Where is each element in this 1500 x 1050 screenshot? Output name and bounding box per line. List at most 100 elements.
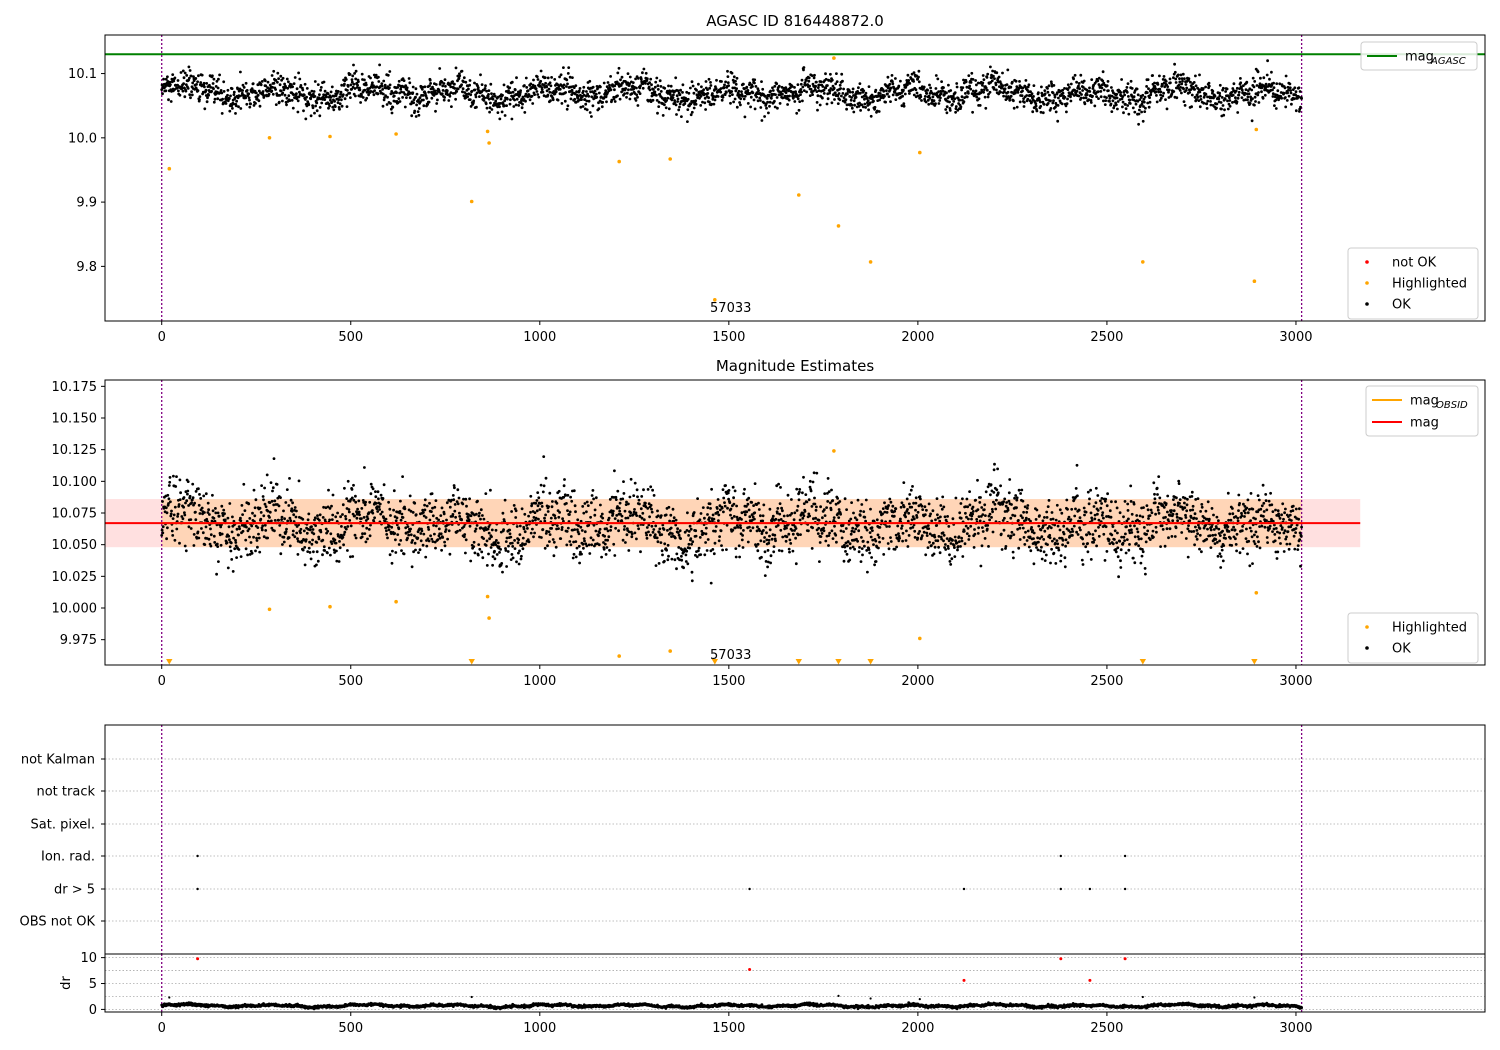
ok-point [207, 508, 211, 512]
ok-point [725, 523, 729, 527]
ok-point [414, 548, 417, 552]
ok-point [356, 507, 359, 511]
ok-point [653, 90, 657, 94]
ok-point [600, 512, 604, 516]
ok-point [343, 486, 346, 490]
ok-point [858, 91, 862, 95]
ok-point [498, 105, 501, 109]
ok-point [812, 76, 816, 80]
ok-point [761, 514, 765, 518]
ok-point [965, 95, 969, 99]
ok-point [1180, 91, 1183, 95]
ok-point [212, 534, 216, 538]
ok-point [507, 89, 510, 93]
ok-point [728, 501, 732, 504]
ok-point [1072, 77, 1075, 81]
ok-point [524, 99, 527, 103]
ok-point [491, 563, 494, 567]
ok-point [307, 546, 311, 550]
ok-point [1096, 90, 1100, 94]
ok-point [1034, 104, 1038, 108]
ok-point [531, 519, 535, 523]
ok-point [369, 523, 372, 527]
ok-point [621, 538, 625, 542]
ok-point [234, 104, 238, 108]
ok-point [288, 516, 292, 520]
ok-point [377, 75, 380, 79]
ok-point [675, 113, 678, 116]
ok-point [335, 559, 339, 563]
ok-point [480, 550, 484, 554]
ok-point [1207, 84, 1211, 88]
ok-point [161, 525, 165, 529]
ok-point [1237, 93, 1241, 97]
highlighted-point [797, 193, 801, 197]
ok-point [995, 88, 998, 92]
ok-point [341, 535, 345, 539]
ok-point [815, 80, 818, 84]
ok-point [838, 98, 842, 102]
ok-point [492, 543, 495, 547]
ok-point [669, 513, 673, 517]
ok-point [398, 510, 402, 513]
ok-point [336, 90, 340, 93]
ok-point [630, 532, 634, 536]
ok-point [903, 92, 907, 96]
ok-point [948, 109, 952, 112]
ok-point [442, 98, 446, 102]
ok-point [1234, 96, 1237, 100]
ok-point [434, 499, 438, 502]
ok-point [872, 543, 875, 546]
ok-point [160, 528, 164, 532]
ok-point [491, 555, 495, 558]
ok-point [819, 505, 822, 509]
ok-point [656, 111, 659, 115]
ok-point [291, 85, 294, 89]
ok-point [342, 543, 345, 547]
ok-point [695, 555, 699, 559]
ok-point [291, 529, 295, 533]
ok-point [803, 510, 807, 513]
ok-point [167, 98, 170, 102]
ok-point [786, 514, 789, 518]
ok-point [479, 73, 482, 77]
ok-point [826, 492, 829, 495]
ok-point [608, 83, 611, 87]
ok-point [541, 528, 545, 531]
legend-marker [1365, 281, 1369, 285]
ok-point [190, 90, 194, 94]
ok-point [1206, 95, 1209, 99]
ok-point [1096, 79, 1100, 83]
ok-point [231, 515, 234, 519]
ok-point [853, 516, 857, 520]
ok-point [735, 515, 739, 519]
ok-point [1123, 93, 1126, 97]
x-tick-label: 2000 [901, 330, 934, 345]
ok-point [873, 105, 877, 109]
ok-point [919, 95, 923, 99]
ok-point [431, 506, 434, 510]
ok-point [775, 484, 779, 488]
ok-point [446, 537, 449, 541]
ok-point [1005, 83, 1009, 86]
ok-point [263, 486, 266, 490]
ok-point [861, 553, 864, 557]
ok-point [738, 101, 741, 104]
ok-point [311, 106, 315, 110]
ok-point [1140, 110, 1143, 114]
ok-point [678, 558, 681, 562]
legend-label: Highlighted [1392, 277, 1467, 292]
ok-point [771, 517, 774, 521]
ok-point [631, 513, 635, 517]
ok-point [1018, 100, 1022, 104]
ok-point [458, 515, 462, 518]
ok-point [409, 527, 412, 531]
ok-point [840, 94, 843, 98]
ok-point [406, 536, 409, 540]
ok-point [182, 505, 186, 509]
ok-point [569, 495, 572, 499]
ok-point [850, 96, 853, 99]
ok-point [667, 84, 670, 88]
ok-point [306, 518, 310, 522]
ok-point [697, 549, 700, 553]
